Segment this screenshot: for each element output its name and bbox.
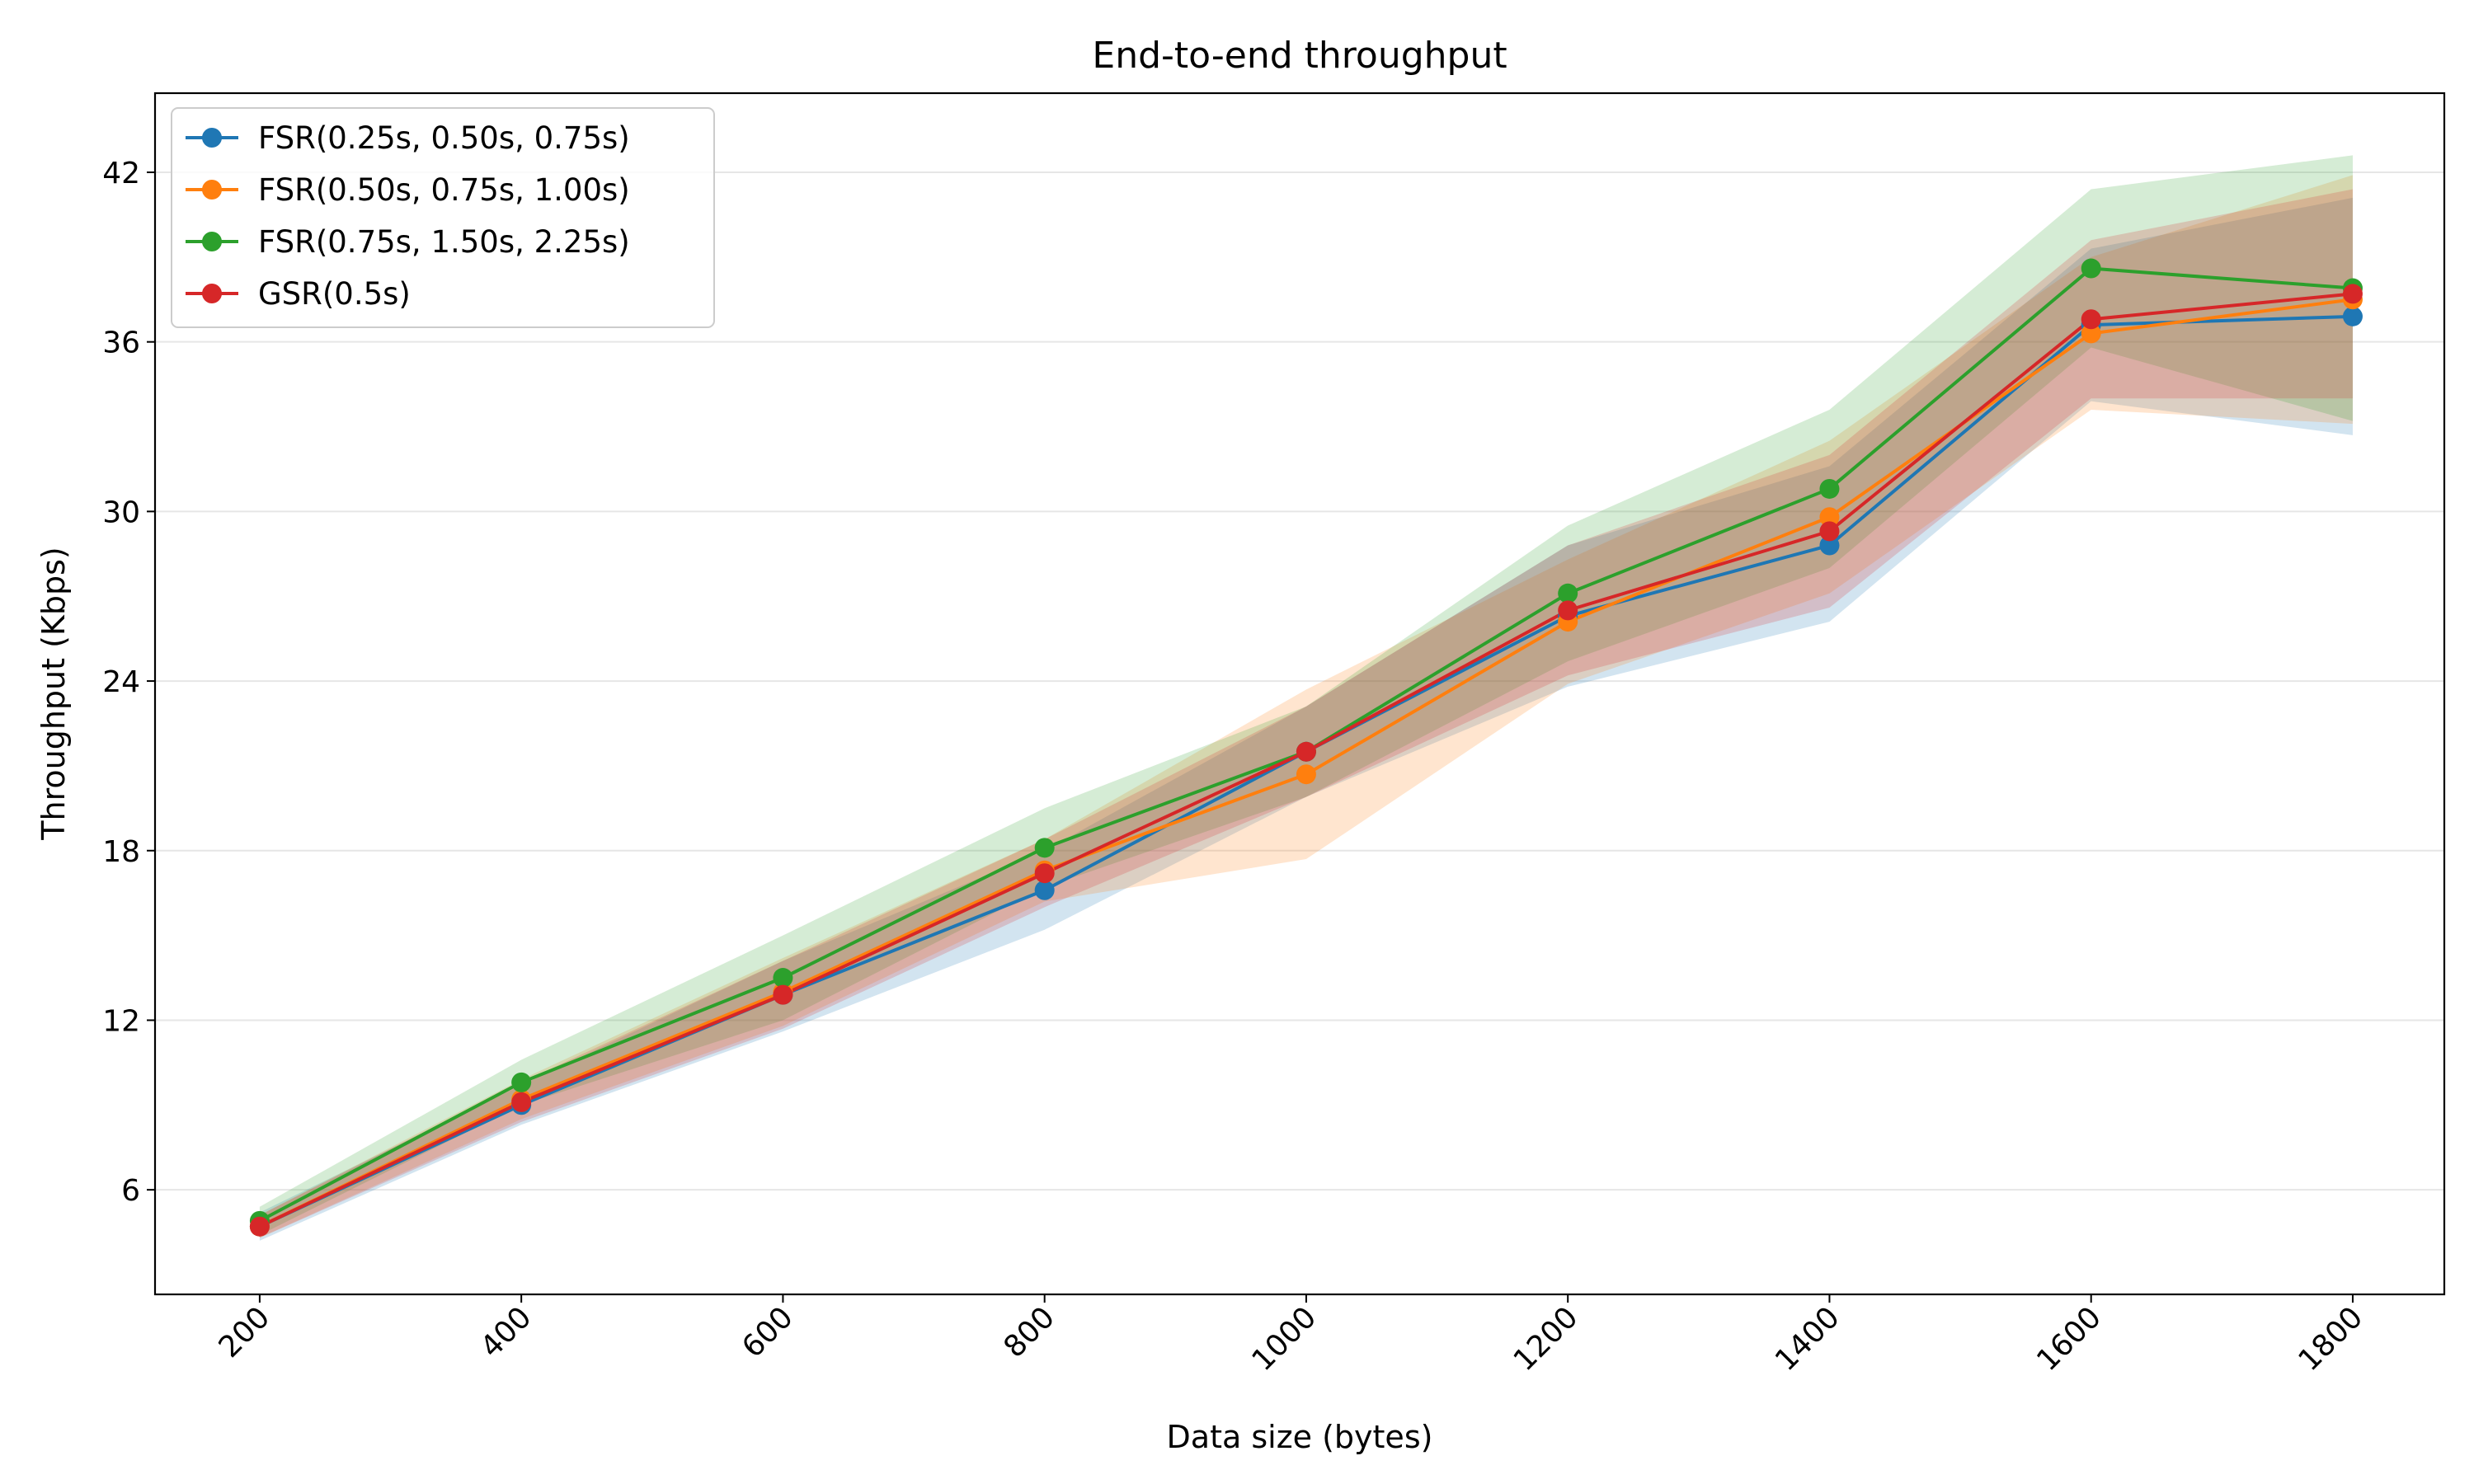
legend-label: GSR(0.5s) — [258, 276, 411, 312]
plot-frame — [153, 92, 2446, 1296]
data-point — [773, 984, 793, 1005]
data-point — [1819, 521, 1840, 542]
chart-title: End-to-end throughput — [1092, 35, 1507, 77]
legend-label: FSR(0.50s, 0.75s, 1.00s) — [258, 172, 630, 208]
legend: FSR(0.25s, 0.50s, 0.75s) FSR(0.50s, 0.75s… — [171, 107, 715, 328]
data-point — [1558, 583, 1578, 603]
legend-label: FSR(0.75s, 1.50s, 2.25s) — [258, 224, 630, 260]
legend-box — [171, 107, 715, 328]
legend-marker — [202, 180, 222, 200]
data-point — [511, 1072, 532, 1092]
series-markers — [249, 258, 2363, 1237]
data-point — [2081, 309, 2101, 330]
data-point — [1296, 741, 1316, 762]
y-tick-label: 24 — [102, 665, 140, 699]
x-axis-label: Data size (bytes) — [1167, 1419, 1433, 1455]
y-axis-label: Throughput (Kbps) — [35, 547, 72, 840]
data-point — [1034, 838, 1055, 858]
y-tick-label: 12 — [102, 1004, 140, 1038]
data-point — [773, 968, 793, 989]
data-point — [1296, 764, 1316, 785]
data-point — [511, 1092, 532, 1112]
data-point — [1819, 507, 1840, 528]
data-point — [2342, 306, 2363, 326]
data-point — [249, 1216, 270, 1237]
data-point — [1034, 863, 1055, 884]
data-point — [1819, 478, 1840, 499]
data-point — [1819, 535, 1840, 556]
legend-marker — [202, 232, 222, 251]
y-tick-label: 30 — [102, 495, 140, 529]
y-axis-ticks: 6 12 18 24 30 36 42 — [102, 157, 155, 1208]
data-point — [2342, 284, 2363, 304]
data-point — [1034, 880, 1055, 900]
data-point — [2081, 258, 2101, 279]
y-tick-label: 42 — [102, 157, 140, 190]
data-point — [1558, 600, 1578, 621]
y-tick-label: 36 — [102, 326, 140, 360]
y-tick-label: 6 — [121, 1174, 140, 1208]
legend-marker — [202, 284, 222, 303]
data-point — [2081, 323, 2101, 344]
confidence-band — [259, 155, 2353, 1236]
legend-label: FSR(0.25s, 0.50s, 0.75s) — [258, 120, 630, 156]
legend-marker — [202, 128, 222, 148]
y-tick-label: 18 — [102, 835, 140, 869]
